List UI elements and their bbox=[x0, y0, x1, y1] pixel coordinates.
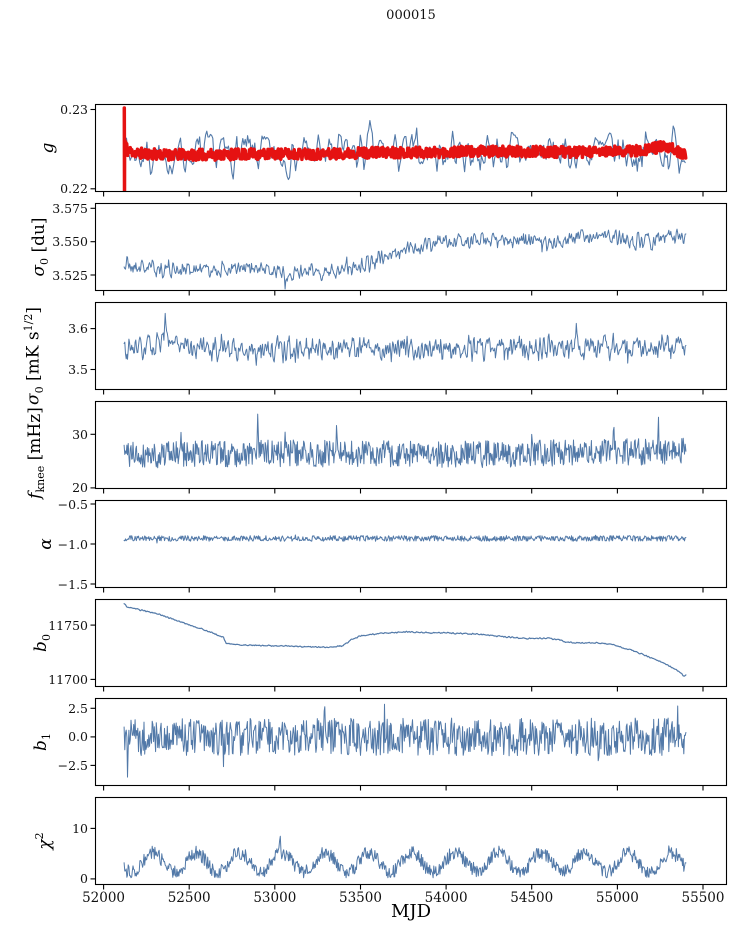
data-series-group bbox=[123, 413, 687, 469]
y-tick-label: 3.6 bbox=[68, 321, 88, 337]
x-tick-label: 54000 bbox=[424, 890, 468, 906]
x-tick-label: 55000 bbox=[595, 890, 639, 906]
panel-g bbox=[90, 103, 728, 197]
y-axis-label-subscript: 0 bbox=[40, 634, 54, 642]
x-tick-label: 52500 bbox=[167, 890, 211, 906]
x-tick-label: 53000 bbox=[253, 890, 297, 906]
panel-sigma0-mks bbox=[90, 301, 728, 395]
panel-canvas-chi2 bbox=[90, 796, 728, 890]
data-series-group bbox=[123, 835, 687, 879]
y-axis-label-subscript: 1 bbox=[40, 733, 54, 741]
y-axis-label-b0: b0 bbox=[31, 634, 53, 652]
y-axis-label-unit: [du] bbox=[28, 217, 49, 258]
y-tick-label: 3.550 bbox=[52, 234, 88, 250]
y-tick-label: 11700 bbox=[48, 671, 88, 687]
series-line-sigma0-du bbox=[123, 228, 687, 290]
y-tick-label: 11750 bbox=[48, 617, 88, 633]
y-axis-label-alpha: α bbox=[36, 538, 56, 549]
axes-frame bbox=[94, 202, 728, 292]
y-tick-label: 20 bbox=[72, 480, 88, 496]
data-series-group bbox=[122, 106, 688, 192]
series-line-fknee bbox=[123, 413, 687, 469]
panel-fknee bbox=[90, 400, 728, 494]
y-axis-label-symbol: σ bbox=[23, 393, 44, 405]
series-line-g-smoothed bbox=[122, 106, 688, 192]
y-axis-label-symbol: σ bbox=[28, 264, 49, 277]
y-tick-label: 0.23 bbox=[60, 102, 88, 118]
series-line-chi2 bbox=[123, 835, 687, 879]
y-axis-label-chi2: χ2 bbox=[33, 832, 55, 849]
y-axis-label-superscript: 2 bbox=[33, 832, 47, 840]
panel-sigma0-du bbox=[90, 202, 728, 296]
y-axis-label-subscript: knee bbox=[34, 465, 48, 493]
data-series-group bbox=[123, 534, 687, 544]
y-axis-label-symbol: b bbox=[30, 740, 51, 751]
axes-frame bbox=[94, 697, 728, 787]
x-tick-label: 55500 bbox=[681, 890, 725, 906]
axes-frame bbox=[94, 400, 728, 490]
data-series-group bbox=[123, 703, 687, 778]
axes-frame bbox=[94, 301, 728, 391]
panel-canvas-fknee bbox=[90, 400, 728, 494]
panel-alpha bbox=[90, 499, 728, 593]
x-axis-label: MJD bbox=[390, 901, 432, 922]
y-axis-label-fknee: fknee [mHz] bbox=[25, 407, 47, 499]
y-axis-label-unit: [mHz] bbox=[24, 407, 45, 466]
y-axis-label-symbol: g bbox=[38, 142, 58, 154]
y-tick-label: 0.22 bbox=[60, 181, 88, 197]
axes-frame bbox=[94, 598, 728, 688]
y-axis-label-sigma0-mks: σ0 [mK s1/2] bbox=[22, 307, 46, 405]
y-axis-label-sigma0-du: σ0 [du] bbox=[29, 217, 51, 276]
y-axis-label-unit: [mK s bbox=[23, 331, 44, 387]
y-tick-label: 3.5 bbox=[68, 362, 88, 378]
series-line-sigma0-mks bbox=[123, 312, 687, 366]
y-axis-label-symbol: χ bbox=[34, 839, 55, 850]
y-axis-label-subscript: 0 bbox=[38, 257, 52, 265]
axes-frame bbox=[94, 499, 728, 589]
data-series-group bbox=[123, 312, 687, 366]
panel-b1 bbox=[90, 697, 728, 791]
x-tick-label: 52000 bbox=[82, 890, 126, 906]
y-tick-label: −1.0 bbox=[57, 536, 88, 552]
y-tick-label: −0.5 bbox=[57, 496, 88, 512]
y-tick-label: 30 bbox=[72, 426, 88, 442]
panel-chi2 bbox=[90, 796, 728, 890]
y-axis-label-symbol: b bbox=[30, 641, 51, 652]
axes-frame bbox=[94, 796, 728, 886]
y-axis-label-g: g bbox=[38, 143, 58, 154]
y-axis-label-superscript: 1/2 bbox=[21, 313, 35, 332]
x-tick-label: 54500 bbox=[510, 890, 554, 906]
y-tick-label: −1.5 bbox=[57, 576, 88, 592]
figure-title: 000015 bbox=[386, 8, 436, 23]
panel-canvas-sigma0-mks bbox=[90, 301, 728, 395]
y-tick-label: 0.0 bbox=[68, 729, 88, 745]
panel-canvas-sigma0-du bbox=[90, 202, 728, 296]
y-tick-label: 3.525 bbox=[52, 267, 88, 283]
series-line-b0 bbox=[123, 603, 687, 677]
panel-canvas-alpha bbox=[90, 499, 728, 593]
y-axis-label-symbol: α bbox=[36, 538, 56, 550]
y-tick-label: 0 bbox=[80, 871, 88, 887]
data-series-group bbox=[123, 603, 687, 677]
series-line-alpha bbox=[123, 534, 687, 544]
y-axis-label-unit-close: ] bbox=[23, 307, 44, 314]
axes-frame bbox=[94, 103, 728, 193]
panel-canvas-b0 bbox=[90, 598, 728, 692]
y-axis-label-subscript: 0 bbox=[33, 386, 47, 394]
y-tick-label: 3.575 bbox=[52, 200, 88, 216]
y-tick-label: 2.5 bbox=[68, 700, 88, 716]
panel-canvas-b1 bbox=[90, 697, 728, 791]
panel-b0 bbox=[90, 598, 728, 692]
data-series-group bbox=[123, 228, 687, 290]
y-tick-label: −2.5 bbox=[57, 757, 88, 773]
panel-canvas-g bbox=[90, 103, 728, 197]
y-axis-label-b1: b1 bbox=[31, 733, 53, 751]
series-line-b1 bbox=[123, 703, 687, 778]
x-tick-label: 53500 bbox=[338, 890, 382, 906]
y-tick-label: 10 bbox=[72, 820, 88, 836]
